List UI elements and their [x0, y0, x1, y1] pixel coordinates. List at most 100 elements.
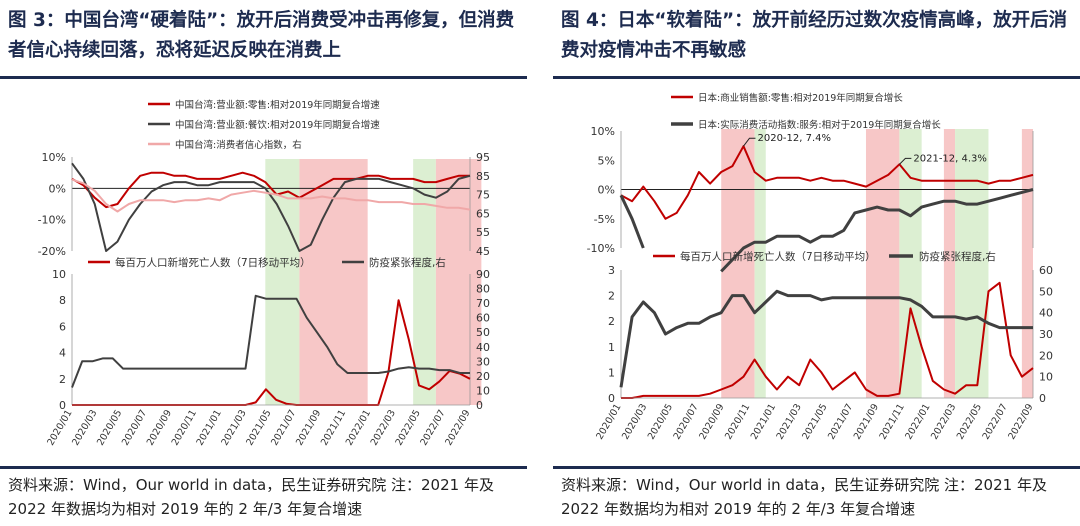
tw-top-right-tick: 45: [476, 245, 490, 258]
tw-top-left-tick: 0%: [49, 182, 66, 195]
jp-x-tick: 2022/01: [903, 402, 932, 442]
tw-bot-right-tick: 40: [476, 341, 490, 354]
jp-top-series-1: [619, 188, 1034, 273]
tw-bot-legend-label-0: 每百万人口新增死亡人数（7日移动平均）: [115, 256, 311, 269]
tw-top-band-1: [299, 159, 368, 405]
left-figure-title: 图 3：中国台湾“硬着陆”：放开后消费受冲击再修复，但消费者信心持续回落，恐将延…: [8, 10, 515, 61]
jp-x-tick: 2020/09: [697, 402, 726, 442]
tw-top-band-0: [265, 159, 300, 405]
jp-annot-line-0: [743, 137, 756, 147]
tw-bot-left-tick: 4: [59, 347, 66, 360]
jp-x-tick: 2020/03: [620, 402, 649, 442]
tw-bot-right-tick: 0: [476, 399, 483, 412]
jp-x-tick: 2021/05: [800, 402, 829, 442]
tw-top-legend-label-0: 中国台湾:营业额:零售:相对2019年同期复合增速: [175, 99, 380, 111]
tw-bot-legend-label-1: 防疫紧张程度,右: [369, 256, 446, 269]
jp-bot-left-tick: 1: [608, 341, 615, 354]
left-panel: 图 3：中国台湾“硬着陆”：放开后消费受冲击再修复，但消费者信心持续回落，恐将延…: [0, 0, 527, 526]
taiwan-chart: 中国台湾:营业额:零售:相对2019年同期复合增速中国台湾:营业额:餐饮:相对2…: [38, 99, 490, 448]
tw-top-right-tick: 95: [476, 151, 490, 164]
jp-bot-right-tick: 30: [1039, 328, 1053, 341]
tw-top-band-3: [435, 159, 482, 405]
right-figure-title: 图 4：日本“软着陆”：放开前经历过数次疫情高峰，放开后消费对疫情冲击不再敏感: [561, 10, 1068, 61]
jp-top-left-tick: -5%: [594, 213, 615, 226]
tw-bot-right-tick: 80: [476, 283, 490, 296]
jp-x-tick: 2021/09: [852, 402, 881, 442]
left-bottom-rule: [0, 466, 527, 469]
jp-top-legend-label-1: 日本:实际消费活动指数:服务:相对于2019年同期复合增长: [698, 119, 941, 131]
tw-top-left-tick: -10%: [38, 214, 66, 227]
right-top-rule: [553, 76, 1080, 79]
tw-top-band-2: [413, 159, 436, 405]
jp-x-tick: 2020/07: [672, 402, 701, 442]
jp-top-left-tick: 0%: [598, 184, 615, 197]
jp-bot-right-tick: 60: [1039, 264, 1053, 277]
jp-x-tick: 2021/01: [749, 402, 778, 442]
jp-top-band-6: [1021, 129, 1033, 398]
jp-bot-right-tick: 50: [1039, 285, 1053, 298]
jp-x-tick: 2021/07: [826, 402, 855, 442]
tw-bot-left-tick: 10: [52, 268, 66, 281]
jp-bot-series-0: [621, 281, 1034, 399]
tw-bot-left-tick: 8: [59, 294, 66, 307]
tw-top-right-tick: 55: [476, 226, 490, 239]
jp-bot-left-tick: 1: [608, 366, 615, 379]
jp-annot-1: 2021-12, 4.3%: [913, 153, 987, 164]
tw-bot-right-tick: 20: [476, 370, 490, 383]
jp-bot-left-tick: 2: [608, 315, 615, 328]
right-source-note: 资料来源：Wind，Our world in data，民生证券研究院 注：20…: [561, 476, 1047, 518]
tw-bot-right-tick: 90: [476, 268, 490, 281]
tw-bot-right-tick: 60: [476, 312, 490, 325]
left-top-rule: [0, 76, 527, 79]
jp-bot-left-tick: 3: [608, 264, 615, 277]
tw-top-right-tick: 85: [476, 170, 490, 183]
tw-top-right-tick: 75: [476, 189, 490, 202]
jp-x-tick: 2022/05: [955, 402, 984, 442]
jp-x-tick: 2022/03: [929, 402, 958, 442]
tw-top-left-tick: -20%: [38, 245, 66, 258]
jp-bot-right-tick: 0: [1039, 392, 1046, 405]
jp-annot-0: 2020-12, 7.4%: [757, 133, 831, 144]
tw-bot-left-tick: 0: [59, 399, 66, 412]
tw-top-legend-label-1: 中国台湾:营业额:餐饮:相对2019年同期复合增速: [175, 119, 380, 131]
jp-x-tick: 2021/03: [775, 402, 804, 442]
jp-bot-right-tick: 20: [1039, 349, 1053, 362]
jp-x-tick: 2020/11: [723, 402, 752, 442]
jp-bot-legend-label-1: 防疫紧张程度,右: [919, 250, 996, 263]
jp-x-tick: 2020/01: [594, 402, 623, 442]
jp-top-band-5: [955, 129, 989, 398]
jp-x-tick: 2022/07: [981, 402, 1010, 442]
tw-top-series-1: [71, 162, 471, 252]
jp-top-left-tick: -10%: [587, 242, 615, 255]
jp-top-band-2: [865, 129, 900, 398]
jp-top-band-4: [943, 129, 956, 398]
tw-x-tick: 2022/09: [443, 408, 472, 448]
jp-bot-right-tick: 40: [1039, 307, 1053, 320]
jp-top-series-0: [620, 145, 1034, 220]
tw-top-legend-label-2: 中国台湾:消费者信心指数，右: [175, 139, 302, 151]
japan-chart: 日本:商业销售额:零售:相对2019年同期复合增长日本:实际消费活动指数:服务:…: [587, 92, 1053, 442]
jp-x-tick: 2022/09: [1006, 402, 1035, 442]
jp-bot-left-tick: 0: [608, 392, 615, 405]
tw-bot-right-tick: 10: [476, 384, 490, 397]
jp-top-legend-label-0: 日本:商业销售额:零售:相对2019年同期复合增长: [698, 92, 903, 104]
tw-bot-right-tick: 50: [476, 326, 490, 339]
jp-bot-legend-label-0: 每百万人口新增死亡人数（7日移动平均）: [680, 250, 876, 263]
jp-bot-series-1: [619, 289, 1033, 388]
jp-bot-left-tick: 2: [608, 290, 615, 303]
tw-top-series-2: [71, 178, 471, 213]
tw-bot-series-1: [71, 294, 470, 388]
jp-top-left-tick: 10%: [591, 125, 615, 138]
right-panel: 图 4：日本“软着陆”：放开前经历过数次疫情高峰，放开后消费对疫情冲击不再敏感 …: [553, 0, 1080, 526]
tw-top-left-tick: 10%: [42, 151, 66, 164]
tw-top-right-tick: 65: [476, 207, 490, 220]
left-source-note: 资料来源：Wind，Our world in data，民生证券研究院 注：20…: [8, 476, 494, 518]
right-bottom-rule: [553, 466, 1080, 469]
tw-bot-left-tick: 2: [59, 373, 66, 386]
jp-annot-line-1: [899, 157, 912, 165]
tw-bot-right-tick: 30: [476, 355, 490, 368]
tw-top-series-0: [71, 171, 470, 209]
jp-x-tick: 2021/11: [878, 402, 907, 442]
jp-top-left-tick: 5%: [598, 154, 615, 167]
jp-x-tick: 2020/05: [646, 402, 675, 442]
